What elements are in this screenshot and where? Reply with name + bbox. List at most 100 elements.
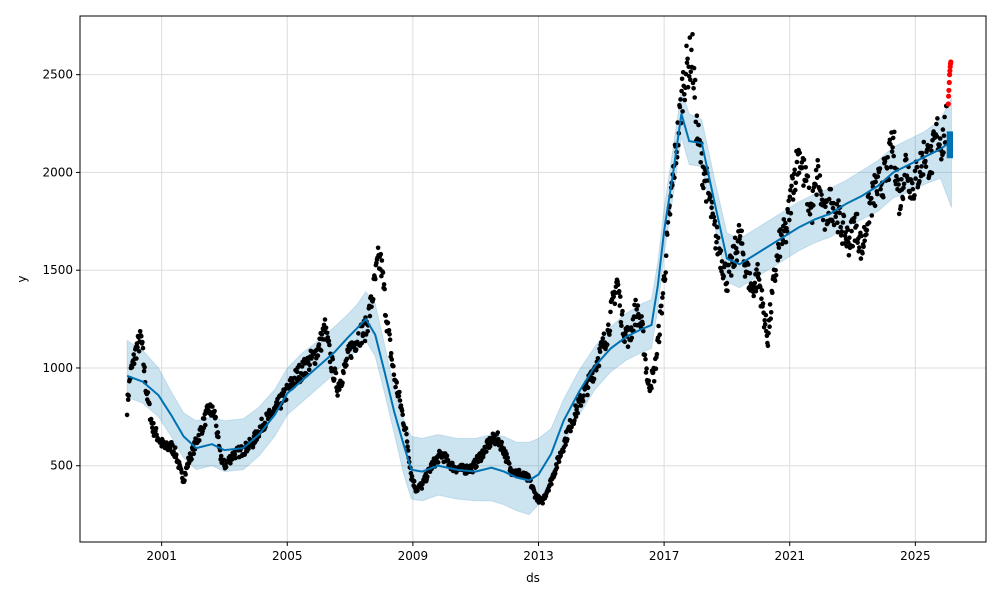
observed-point <box>790 197 796 202</box>
observed-point <box>803 165 808 170</box>
observed-point <box>585 385 591 391</box>
observed-point <box>725 288 730 294</box>
observed-point <box>899 177 904 182</box>
observed-point <box>789 183 794 189</box>
observed-point <box>568 428 573 434</box>
x-axis-label: ds <box>526 571 540 585</box>
observed-point <box>499 439 505 445</box>
observed-point <box>137 329 143 334</box>
observed-point <box>380 270 386 275</box>
plot-frame <box>79 15 987 543</box>
observed-point <box>934 121 939 127</box>
observed-point <box>616 288 622 294</box>
observed-point <box>784 229 790 234</box>
y-tick-label: 1500 <box>42 263 73 277</box>
observed-point <box>646 378 651 384</box>
observed-point <box>223 464 229 470</box>
observed-point <box>941 133 947 138</box>
observed-point <box>776 241 781 247</box>
observed-point <box>620 308 625 314</box>
observed-point <box>923 158 928 164</box>
observed-point <box>572 418 577 423</box>
observed-point <box>131 352 136 357</box>
observed-point <box>450 460 455 466</box>
observed-point <box>394 380 400 385</box>
observed-point <box>613 290 618 296</box>
observed-point <box>126 393 131 399</box>
observed-point <box>404 431 409 437</box>
observed-point <box>942 114 947 120</box>
x-tick-label: 2009 <box>398 549 429 563</box>
observed-point <box>405 448 411 453</box>
observed-point <box>912 193 917 198</box>
observed-point <box>864 227 870 233</box>
observed-point <box>836 198 841 203</box>
observed-point <box>851 219 857 224</box>
observed-point <box>900 196 906 202</box>
observed-point <box>881 194 886 200</box>
observed-point <box>634 307 639 312</box>
observed-point <box>552 471 558 476</box>
observed-point <box>814 192 819 198</box>
observed-point <box>597 349 603 355</box>
observed-point <box>888 141 893 147</box>
observed-point <box>153 426 159 431</box>
observed-point <box>800 165 805 170</box>
observed-point <box>216 434 221 440</box>
observed-point <box>654 351 660 357</box>
observed-point <box>369 304 374 310</box>
observed-point <box>667 212 673 217</box>
observed-point <box>787 217 792 223</box>
observed-point <box>896 182 901 187</box>
observed-point <box>636 311 641 317</box>
observed-point <box>324 330 330 336</box>
observed-point <box>861 244 866 249</box>
observed-point <box>934 134 940 139</box>
observed-point <box>141 368 147 374</box>
observed-point <box>635 303 641 308</box>
observed-point <box>849 228 854 234</box>
x-tick-label: 2013 <box>523 549 554 563</box>
observed-point <box>688 77 693 82</box>
observed-point <box>608 309 613 315</box>
observed-point <box>772 278 778 284</box>
observed-point <box>595 356 601 361</box>
observed-point <box>792 167 797 173</box>
observed-point <box>770 290 775 296</box>
observed-point <box>643 370 649 375</box>
observed-point <box>773 273 779 278</box>
observed-point <box>391 363 396 369</box>
observed-point <box>788 187 793 193</box>
observed-point <box>806 185 812 191</box>
observed-point <box>687 35 693 40</box>
observed-point <box>858 256 864 261</box>
observed-point <box>703 199 709 204</box>
observed-point <box>855 240 860 245</box>
observed-point <box>867 201 873 206</box>
observed-point <box>872 203 878 209</box>
observed-point <box>556 459 562 465</box>
observed-point <box>841 213 847 219</box>
observed-point <box>901 185 906 190</box>
observed-point <box>783 220 788 226</box>
observed-point <box>805 174 811 179</box>
observed-point <box>642 352 648 358</box>
observed-point <box>651 379 657 384</box>
observed-point <box>857 245 862 250</box>
observed-point <box>150 425 155 431</box>
observed-point <box>649 385 654 391</box>
observed-point <box>665 220 671 225</box>
observed-point <box>370 297 376 302</box>
observed-point <box>860 251 865 256</box>
observed-point <box>826 196 832 202</box>
x-tick-label: 2001 <box>146 549 177 563</box>
observed-point <box>714 224 720 230</box>
observed-point <box>393 384 398 390</box>
observed-point <box>736 222 742 228</box>
observed-point <box>172 445 178 450</box>
observed-point <box>359 340 365 346</box>
observed-point <box>688 69 694 74</box>
outlier-point <box>946 87 952 93</box>
observed-point <box>869 213 875 218</box>
